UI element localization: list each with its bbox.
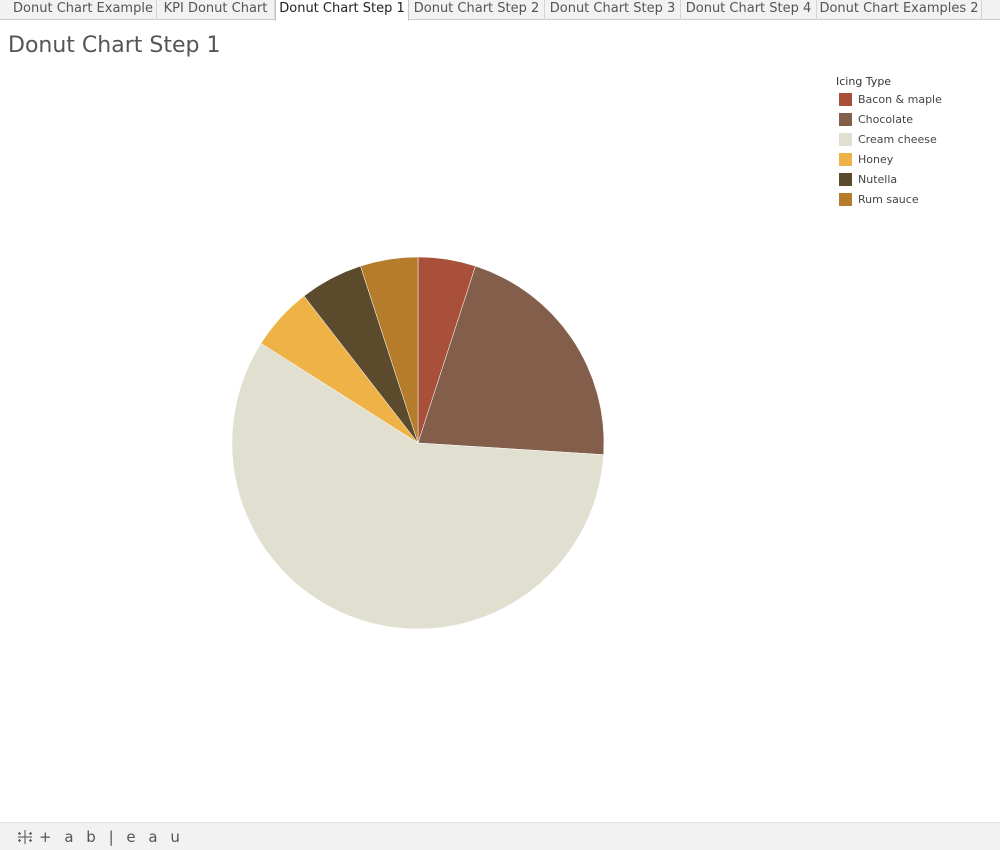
legend-item-nutella[interactable]: Nutella	[836, 170, 996, 190]
pie-slice-chocolate[interactable]	[417, 265, 605, 455]
tab-kpi-donut-chart[interactable]: KPI Donut Chart	[157, 0, 275, 20]
legend-swatch-bacon-maple	[839, 93, 852, 106]
legend-swatch-honey	[839, 153, 852, 166]
legend-title: Icing Type	[836, 75, 892, 88]
legend-label-honey: Honey	[858, 153, 894, 166]
legend-label-cream-cheese: Cream cheese	[858, 133, 937, 146]
pie-slice-rum-sauce[interactable]	[360, 256, 419, 444]
legend-swatch-rum-sauce	[839, 193, 852, 206]
legend-swatch-cream-cheese	[839, 133, 852, 146]
legend-swatch-chocolate	[839, 113, 852, 126]
tab-donut-chart-step-3[interactable]: Donut Chart Step 3	[545, 0, 681, 20]
pie-chart	[231, 256, 605, 630]
sheet-title: Donut Chart Step 1	[8, 33, 221, 58]
legend-item-rum-sauce[interactable]: Rum sauce	[836, 190, 996, 210]
tab-donut-chart-examples-2[interactable]: Donut Chart Examples 2	[817, 0, 982, 20]
tableau-wordmark[interactable]: + a b | e a u	[39, 828, 184, 846]
tableau-logo-icon[interactable]	[15, 827, 35, 847]
legend-label-chocolate: Chocolate	[858, 113, 914, 126]
legend-item-bacon-maple[interactable]: Bacon & maple	[836, 90, 996, 110]
legend-label-bacon-maple: Bacon & maple	[858, 93, 942, 106]
footer-bar: + a b | e a u	[0, 822, 1000, 850]
tab-donut-chart-step-4[interactable]: Donut Chart Step 4	[681, 0, 817, 20]
legend-label-rum-sauce: Rum sauce	[858, 193, 919, 206]
legend-swatch-nutella	[839, 173, 852, 186]
legend: Icing Type Bacon & maple Chocolate Cream…	[836, 74, 996, 210]
tab-donut-chart-step-2[interactable]: Donut Chart Step 2	[409, 0, 545, 20]
tab-donut-chart-step-1[interactable]: Donut Chart Step 1	[275, 0, 409, 21]
pie-slice-cream-cheese[interactable]	[231, 342, 604, 630]
legend-item-honey[interactable]: Honey	[836, 150, 996, 170]
legend-item-chocolate[interactable]: Chocolate	[836, 110, 996, 130]
legend-label-nutella: Nutella	[858, 173, 898, 186]
legend-item-cream-cheese[interactable]: Cream cheese	[836, 130, 996, 150]
sheet-tab-bar: Donut Chart Example KPI Donut Chart Donu…	[0, 0, 1000, 21]
tab-donut-chart-example[interactable]: Donut Chart Example	[10, 0, 157, 20]
